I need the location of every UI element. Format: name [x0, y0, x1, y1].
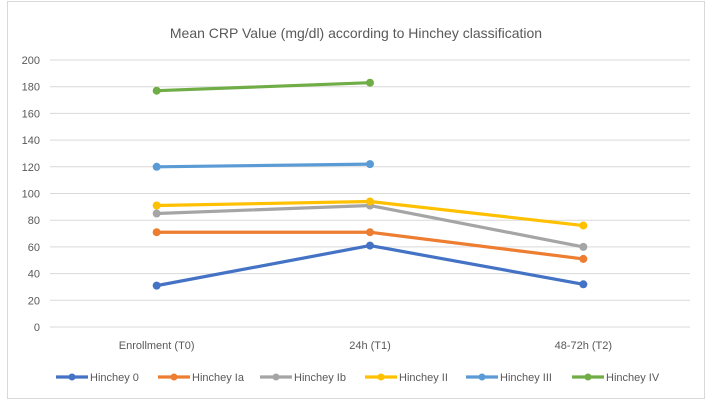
y-tick-label: 100: [22, 189, 40, 201]
data-point: [366, 78, 374, 87]
data-point: [366, 241, 374, 250]
legend-item: Hinchey Ia: [158, 372, 245, 384]
data-point: [152, 201, 161, 210]
data-point: [579, 254, 588, 263]
series-hinchey-iv: [152, 78, 374, 95]
legend-label: Hinchey II: [399, 372, 448, 384]
y-tick-label: 0: [34, 322, 40, 334]
y-axis-ticks: 0 20 40 60 80 100 120 140 160 180 200: [22, 55, 40, 334]
chart-title: Mean CRP Value (mg/dl) according to Hinc…: [170, 25, 542, 41]
legend-marker-icon: [170, 373, 178, 381]
legend-item: Hinchey IV: [572, 372, 660, 384]
legend-marker-icon: [377, 373, 385, 381]
legend-label: Hinchey IV: [606, 372, 660, 384]
series-hinchey-ia: [152, 228, 588, 263]
gridlines: [50, 59, 690, 328]
x-tick-label: Enrollment (T0): [119, 340, 195, 352]
y-tick-label: 60: [28, 242, 40, 254]
data-point: [366, 228, 374, 237]
series-lines: [152, 78, 588, 290]
data-point: [152, 162, 161, 171]
series-line: [155, 203, 585, 249]
y-tick-label: 40: [28, 269, 40, 281]
data-point: [152, 86, 161, 95]
legend-item: Hinchey II: [365, 372, 448, 384]
series-line: [155, 81, 372, 93]
y-tick-label: 200: [22, 55, 40, 67]
legend-item: Hinchey III: [466, 372, 552, 384]
series-hinchey-iii: [152, 160, 374, 171]
y-tick-label: 180: [22, 82, 40, 94]
legend: Hinchey 0 Hinchey Ia Hinchey Ib Hinchey II H…: [56, 372, 660, 384]
legend-marker-icon: [478, 373, 486, 381]
data-point: [152, 228, 161, 237]
data-point: [579, 242, 588, 251]
y-tick-label: 20: [28, 295, 40, 307]
data-point: [152, 281, 161, 290]
y-tick-label: 80: [28, 215, 40, 227]
series-hinchey-ii: [152, 197, 588, 230]
chart-frame: [7, 1, 705, 399]
series-hinchey-0: [152, 241, 588, 290]
x-tick-label: 48-72h (T2): [555, 340, 612, 352]
legend-marker-icon: [584, 373, 592, 381]
legend-label: Hinchey III: [500, 372, 552, 384]
series-line: [155, 162, 372, 169]
y-tick-label: 140: [22, 135, 40, 147]
legend-marker-icon: [272, 373, 280, 381]
y-tick-label: 120: [22, 162, 40, 174]
legend-marker-icon: [68, 373, 76, 381]
data-point: [579, 280, 588, 289]
x-tick-label: 24h (T1): [349, 340, 391, 352]
legend-label: Hinchey 0: [90, 372, 139, 384]
legend-label: Hinchey Ib: [294, 372, 346, 384]
legend-label: Hinchey Ia: [192, 372, 245, 384]
data-point: [152, 209, 161, 218]
legend-item: Hinchey Ib: [260, 372, 346, 384]
data-point: [366, 160, 374, 169]
x-axis-ticks: Enrollment (T0) 24h (T1) 48-72h (T2): [119, 340, 612, 352]
legend-item: Hinchey 0: [56, 372, 139, 384]
data-point: [579, 221, 588, 230]
y-tick-label: 160: [22, 108, 40, 120]
series-hinchey-ib: [152, 201, 588, 251]
data-point: [366, 197, 374, 206]
